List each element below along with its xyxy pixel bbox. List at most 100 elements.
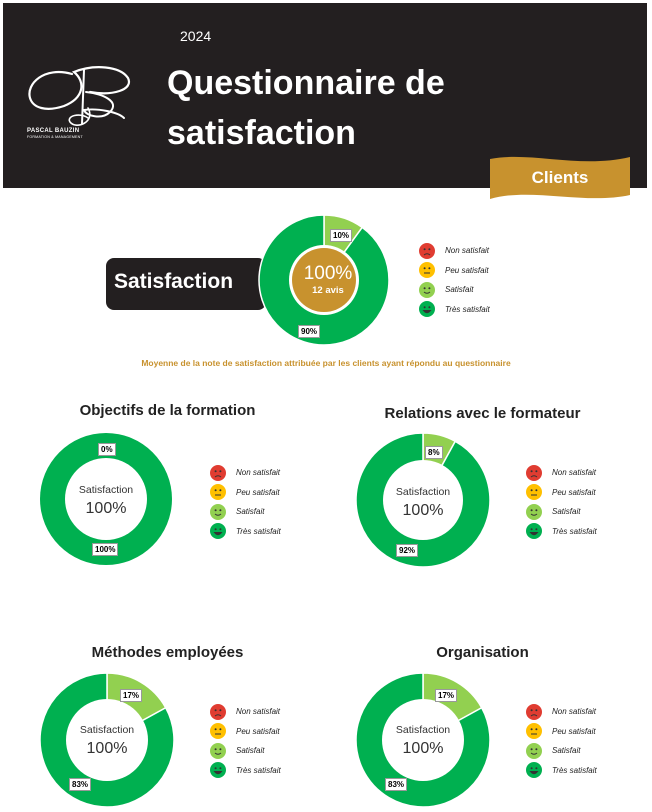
red-frown-face-icon — [210, 464, 226, 481]
light-green-smile-face-icon — [210, 742, 226, 759]
satisfaction-label-box — [106, 258, 266, 310]
relations-donut-chart — [355, 432, 491, 568]
legend-label: Peu satisfait — [236, 726, 280, 736]
yellow-neutral-face-icon — [210, 484, 226, 501]
legend-label: Satisfait — [552, 746, 581, 756]
red-frown-face-icon — [210, 703, 226, 720]
yellow-neutral-face-icon — [526, 484, 542, 501]
organisation-very-satisfied-label: 83% — [385, 778, 408, 791]
legend-label: Satisfait — [236, 746, 265, 756]
legend-label: Non satisfait — [552, 707, 597, 717]
legend-item: Satisfait — [419, 280, 490, 300]
organisation-legend: Non satisfait Peu satisfait Satisfait Très … — [526, 702, 597, 780]
yellow-neutral-face-icon — [419, 262, 435, 279]
red-frown-face-icon — [526, 703, 542, 720]
legend-item: Non satisfait — [210, 463, 281, 483]
organisation-donut-chart — [355, 672, 491, 808]
legend-item: Très satisfait — [210, 522, 281, 542]
legend-label: Satisfait — [236, 507, 265, 517]
legend-item: Peu satisfait — [526, 722, 597, 742]
legend-item: Non satisfait — [419, 241, 490, 261]
relations-legend: Non satisfait Peu satisfait Satisfait Très … — [526, 463, 597, 541]
legend-item: Non satisfait — [210, 702, 281, 722]
organisation-center-value: 100% — [402, 740, 444, 757]
light-green-smile-face-icon — [526, 742, 542, 759]
objectifs-center-label: Satisfaction — [78, 484, 134, 496]
methodes-center: Satisfaction 100% — [67, 724, 147, 758]
green-grin-face-icon — [210, 523, 226, 540]
legend-label: Peu satisfait — [445, 265, 489, 275]
methodes-very-satisfied-label: 83% — [69, 778, 92, 791]
main-center-disc — [292, 248, 356, 312]
legend-item: Satisfait — [210, 502, 281, 522]
relations-center: Satisfaction 100% — [383, 486, 463, 520]
legend-label: Non satisfait — [236, 468, 281, 478]
legend-label: Peu satisfait — [552, 487, 596, 497]
main-slice-tr-s-satisfait — [258, 214, 390, 346]
objectifs-title: Objectifs de la formation — [79, 402, 256, 419]
page-title: Questionnaire de satisfaction — [167, 64, 445, 152]
organisation-donut-svg — [355, 672, 491, 808]
objectifs-satisfied-label: 0% — [98, 443, 116, 456]
main-satisfied-label: 10% — [330, 229, 353, 242]
legend-label: Peu satisfait — [236, 487, 280, 497]
objectifs-donut-svg — [40, 433, 172, 565]
legend-item: Satisfait — [526, 741, 597, 761]
main-very-satisfied-label: 90% — [298, 325, 321, 338]
green-grin-face-icon — [419, 301, 435, 318]
legend-item: Très satisfait — [210, 761, 281, 781]
objectifs-very-satisfied-label: 100% — [92, 543, 119, 556]
methodes-satisfied-label: 17% — [120, 689, 143, 702]
main-donut-svg — [258, 214, 390, 346]
relations-donut-hole — [383, 460, 463, 540]
red-frown-face-icon — [419, 242, 435, 259]
relations-title: Relations avec le formateur — [384, 405, 581, 422]
objectifs-donut-chart — [40, 433, 172, 565]
relations-satisfied-label: 8% — [425, 446, 443, 459]
legend-label: Non satisfait — [552, 468, 597, 478]
organisation-center: Satisfaction 100% — [383, 724, 463, 758]
methodes-slice-tr-s-satisfait — [39, 672, 175, 808]
objectifs-legend: Non satisfait Peu satisfait Satisfait Très … — [210, 463, 281, 541]
year: 2024 — [180, 28, 212, 44]
legend-item: Peu satisfait — [210, 722, 281, 742]
satisfaction-caption: Moyenne de la note de satisfaction attri… — [141, 358, 511, 368]
light-green-smile-face-icon — [419, 281, 435, 298]
organisation-center-label: Satisfaction — [395, 724, 451, 736]
red-frown-face-icon — [526, 464, 542, 481]
organisation-title: Organisation — [436, 644, 529, 661]
methodes-center-value: 100% — [86, 740, 128, 757]
legend-item: Non satisfait — [526, 702, 597, 722]
legend-label: Très satisfait — [236, 765, 281, 775]
legend-label: Satisfait — [552, 507, 581, 517]
legend-label: Très satisfait — [552, 765, 597, 775]
clients-ribbon — [490, 156, 630, 199]
main-legend: Non satisfait Peu satisfait Satisfait Très … — [419, 241, 490, 319]
legend-item: Très satisfait — [526, 761, 597, 781]
green-grin-face-icon — [526, 762, 542, 779]
legend-label: Très satisfait — [445, 304, 490, 314]
logo — [28, 66, 131, 126]
legend-item: Non satisfait — [526, 463, 597, 483]
green-grin-face-icon — [210, 762, 226, 779]
legend-label: Non satisfait — [236, 707, 281, 717]
light-green-smile-face-icon — [526, 503, 542, 520]
objectifs-donut-hole — [65, 458, 147, 540]
legend-item: Peu satisfait — [526, 483, 597, 503]
legend-label: Peu satisfait — [552, 726, 596, 736]
methodes-title: Méthodes employées — [91, 644, 244, 661]
legend-label: Très satisfait — [552, 526, 597, 536]
legend-item: Satisfait — [210, 741, 281, 761]
legend-item: Peu satisfait — [419, 261, 490, 281]
yellow-neutral-face-icon — [526, 723, 542, 740]
satisfaction-label: Satisfaction — [114, 270, 234, 293]
methodes-center-label: Satisfaction — [79, 724, 135, 736]
main-review-count: 12 avis — [312, 285, 344, 296]
legend-label: Satisfait — [445, 285, 474, 295]
organisation-satisfied-label: 17% — [435, 689, 458, 702]
logo-subtitle: FORMATION & MANAGEMENT — [27, 135, 83, 139]
relations-center-value: 100% — [402, 502, 444, 519]
header-banner — [3, 3, 647, 188]
organisation-slice-tr-s-satisfait — [355, 672, 491, 808]
main-center-value: 100% — [303, 263, 353, 284]
